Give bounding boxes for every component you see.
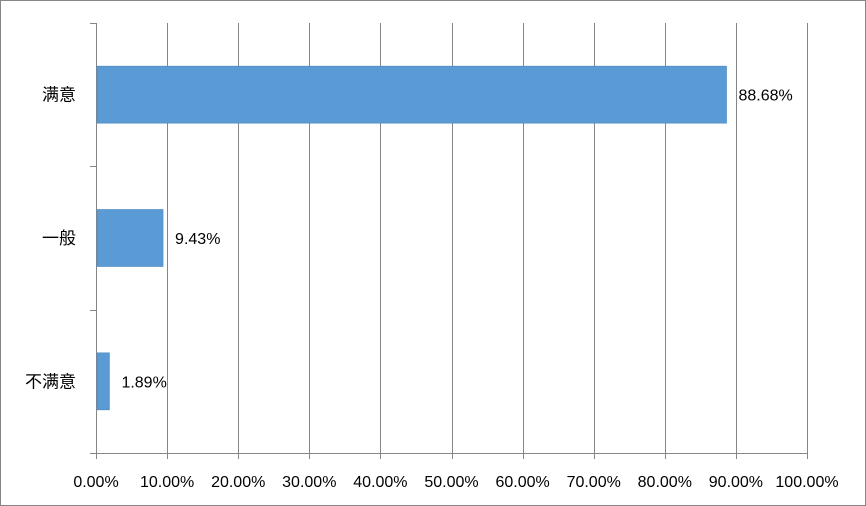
x-tick-label: 100.00% — [775, 474, 838, 491]
x-tick-label: 10.00% — [140, 474, 194, 491]
x-tick-label: 20.00% — [211, 474, 265, 491]
data-label: 9.43% — [175, 231, 220, 248]
x-tick-label: 80.00% — [638, 474, 692, 491]
x-tick-label: 50.00% — [424, 474, 478, 491]
labels: 0.00% 10.00% 20.00% 30.00% 40.00% 50.00% 60.00… — [25, 86, 839, 491]
x-tick-label: 40.00% — [353, 474, 407, 491]
data-label: 1.89% — [121, 374, 166, 391]
axes — [90, 23, 808, 459]
data-label: 88.68% — [739, 88, 793, 105]
x-tick-label: 70.00% — [567, 474, 621, 491]
x-tick-label: 60.00% — [495, 474, 549, 491]
bar — [96, 352, 110, 411]
bar — [96, 209, 164, 267]
x-tick-label: 90.00% — [709, 474, 763, 491]
category-label: 不满意 — [25, 372, 76, 391]
category-label: 满意 — [42, 86, 76, 105]
bars — [96, 65, 727, 411]
bar — [96, 65, 727, 124]
x-tick-label: 0.00% — [73, 474, 118, 491]
category-label: 一般 — [42, 229, 76, 248]
x-tick-label: 30.00% — [282, 474, 336, 491]
